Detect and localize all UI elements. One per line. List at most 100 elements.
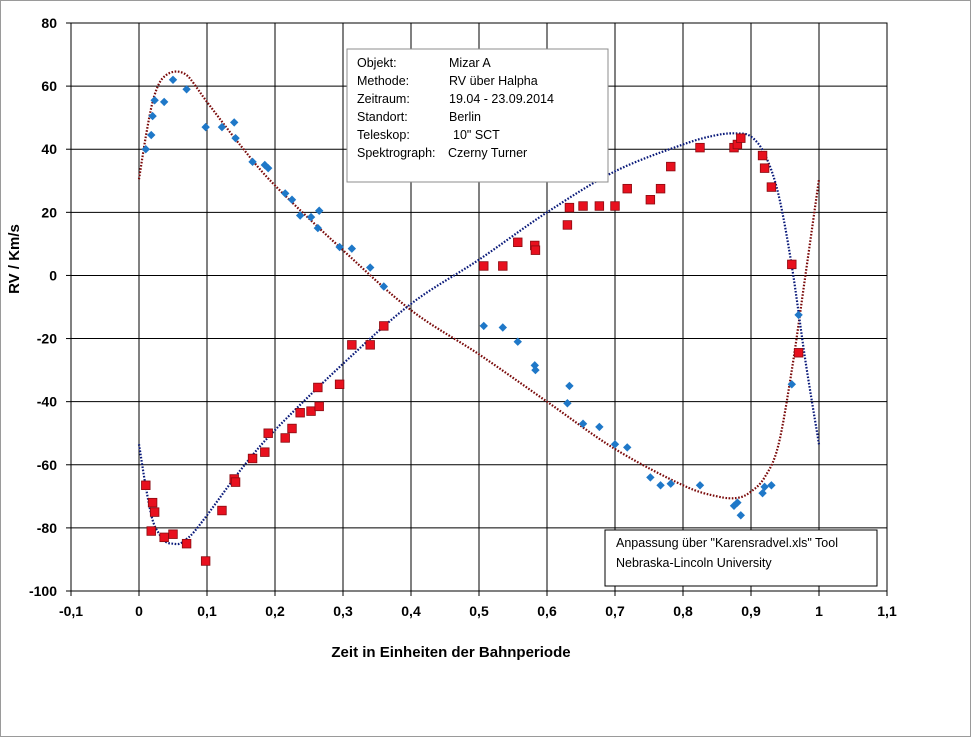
data-point-a [695, 481, 705, 490]
data-point-a [313, 223, 323, 233]
data-point-b [159, 532, 169, 543]
info-box-frame [346, 48, 609, 183]
data-point-a [736, 511, 745, 520]
data-point-b [757, 150, 768, 161]
data-point-a [295, 211, 305, 220]
data-point-a [287, 195, 297, 204]
data-point-a [531, 365, 540, 375]
data-point-a [335, 242, 344, 252]
info-box: Objekt: Mizar A Methode: RV über Halpha Zeit… [346, 48, 609, 183]
data-point-b [347, 340, 357, 350]
data-point-a [260, 160, 269, 170]
info-value: Czerny Turner [448, 146, 527, 160]
y-tick-label: 40 [41, 141, 57, 157]
data-point-b [610, 201, 620, 211]
data-point-a [141, 145, 150, 154]
data-point-b [379, 321, 389, 331]
x-axis-title: Zeit in Einheiten der Bahnperiode [331, 644, 570, 661]
credit-box: Anpassung über "Karensradvel.xls" Tool N… [604, 529, 878, 587]
data-point-a [315, 206, 324, 215]
data-point-b [280, 433, 290, 443]
x-tick-label: 0,9 [741, 603, 761, 619]
data-point-a [264, 163, 273, 173]
data-point-a [646, 473, 655, 482]
data-point-b [147, 497, 158, 508]
fit-curve-a [137, 70, 821, 500]
data-point-a [217, 122, 227, 132]
x-tick-label: 0,3 [333, 603, 353, 619]
info-value: 19.04 - 23.09.2014 [449, 92, 554, 106]
data-point-b [181, 538, 192, 549]
data-point-b [479, 261, 489, 271]
data-point-a [578, 419, 588, 428]
data-point-b [530, 245, 541, 255]
info-value: 10" SCT [453, 128, 500, 142]
data-point-a [248, 157, 257, 167]
y-tick-label: -100 [29, 583, 57, 599]
x-tick-label: 0,5 [469, 603, 489, 619]
data-point-a [666, 479, 675, 488]
data-point-a [513, 337, 522, 346]
data-point-a [595, 422, 604, 432]
x-tick-label: 0 [135, 603, 143, 619]
data-point-b [141, 480, 151, 490]
info-value: Mizar A [449, 56, 491, 70]
tick-labels: -0,1 0 0,1 0,2 0,3 0,4 0,5 0,6 0,7 0,8 0,9 1 1,1 -100… [29, 15, 897, 619]
info-key: Zeitraum: [357, 92, 410, 106]
info-key: Teleskop: [357, 128, 410, 142]
data-point-b [200, 556, 211, 566]
data-point-b [287, 423, 297, 434]
credit-line-2: Nebraska-Lincoln University [616, 556, 772, 570]
data-point-a [379, 282, 388, 291]
data-point-b [645, 195, 656, 205]
data-point-b [295, 408, 305, 418]
data-point-b [146, 526, 156, 536]
data-point-a [366, 263, 375, 272]
data-point-b [655, 183, 666, 194]
credit-box-frame [604, 529, 878, 587]
data-point-b [513, 237, 523, 248]
data-point-a [147, 130, 156, 140]
data-point-b [306, 406, 316, 416]
data-point-a [306, 212, 316, 222]
data-point-a [498, 323, 507, 332]
data-point-a [159, 97, 169, 107]
data-point-b [736, 133, 746, 143]
data-point-b [314, 401, 324, 412]
y-tick-label: -40 [37, 394, 57, 410]
data-point-a [623, 443, 632, 452]
data-point-a [563, 399, 572, 408]
data-point-b [498, 261, 508, 271]
data-point-b [766, 182, 777, 192]
data-point-a [794, 310, 803, 320]
data-point-b [578, 201, 588, 211]
x-tick-label: -0,1 [59, 603, 83, 619]
y-tick-label: -60 [37, 457, 57, 473]
y-tick-label: -20 [37, 331, 57, 347]
x-tick-label: 1,1 [877, 603, 897, 619]
data-point-a [281, 189, 290, 198]
data-point-a [760, 482, 769, 492]
data-point-b [666, 161, 676, 172]
data-point-b [759, 163, 770, 173]
data-point-a [787, 380, 796, 389]
data-point-b [594, 201, 605, 211]
credit-line-1: Anpassung über "Karensradvel.xls" Tool [616, 536, 838, 550]
y-tick-label: -80 [37, 520, 57, 536]
data-point-b [564, 202, 575, 213]
info-key: Methode: [357, 74, 409, 88]
info-key: Spektrograph: [357, 146, 436, 160]
data-point-b [149, 507, 160, 517]
fit-curve-b [137, 132, 821, 546]
data-point-a [347, 244, 357, 253]
data-point-a [479, 321, 488, 331]
data-point-a [231, 133, 240, 143]
info-key: Standort: [357, 110, 408, 124]
info-key: Objekt: [357, 56, 397, 70]
y-tick-label: 80 [41, 15, 57, 31]
x-tick-label: 1 [815, 603, 823, 619]
y-tick-label: 60 [41, 78, 57, 94]
data-point-b [313, 382, 323, 393]
